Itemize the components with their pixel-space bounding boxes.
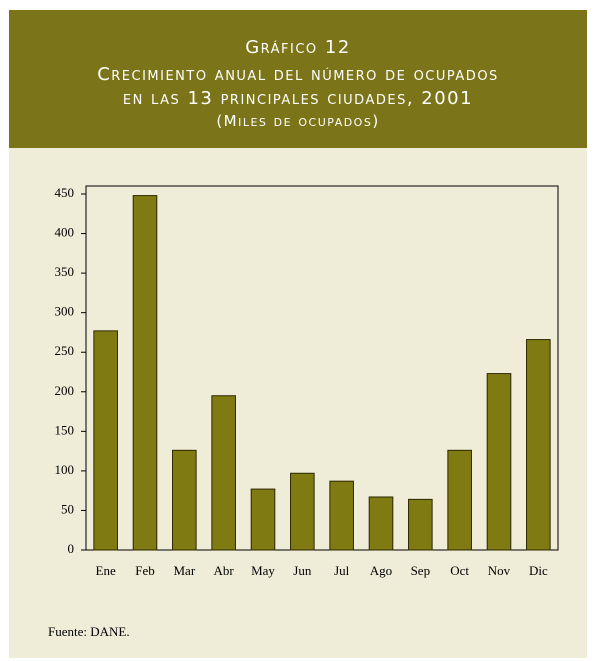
y-tick-label: 0 bbox=[68, 541, 75, 556]
x-tick-label: Dic bbox=[529, 563, 548, 578]
bar bbox=[250, 488, 276, 551]
x-tick-label: Oct bbox=[450, 563, 469, 578]
x-tick-label: Jun bbox=[293, 563, 312, 578]
x-tick-label: Nov bbox=[488, 563, 511, 578]
x-tick-label: May bbox=[251, 563, 275, 578]
y-tick-label: 50 bbox=[61, 501, 74, 516]
plot-frame bbox=[85, 185, 559, 551]
source-note: Fuente: DANE. bbox=[48, 624, 130, 639]
bar bbox=[408, 498, 433, 551]
y-tick-label: 450 bbox=[55, 185, 75, 200]
bar bbox=[368, 496, 394, 551]
x-tick-label: Mar bbox=[173, 563, 195, 578]
y-tick-label: 400 bbox=[55, 225, 75, 240]
y-tick-label: 300 bbox=[55, 304, 75, 319]
bar bbox=[290, 472, 315, 551]
x-tick-label: Jul bbox=[334, 563, 350, 578]
y-tick-label: 250 bbox=[55, 343, 75, 358]
x-tick-label: Ene bbox=[96, 563, 116, 578]
x-tick-label: Feb bbox=[135, 563, 155, 578]
unit-note: (Miles de ocupados) bbox=[216, 112, 379, 130]
bar bbox=[447, 449, 472, 551]
y-tick-label: 150 bbox=[55, 422, 75, 437]
bar bbox=[486, 373, 512, 551]
bar bbox=[329, 480, 354, 551]
x-tick-label: Abr bbox=[214, 563, 235, 578]
bar bbox=[132, 195, 158, 551]
header-band bbox=[9, 10, 587, 148]
bar bbox=[526, 339, 551, 551]
y-tick-label: 350 bbox=[55, 264, 75, 279]
chart-title: Gráfico 12 bbox=[245, 37, 351, 58]
x-tick-label: Ago bbox=[370, 563, 392, 578]
y-tick-label: 100 bbox=[55, 462, 75, 477]
y-tick-label: 200 bbox=[55, 383, 75, 398]
bar bbox=[93, 330, 118, 551]
bar bbox=[172, 449, 197, 551]
x-tick-label: Sep bbox=[411, 563, 431, 578]
chart-subtitle: Crecimiento anual del número de ocupados bbox=[97, 64, 499, 85]
bar bbox=[211, 395, 236, 551]
chart-subtitle: en las 13 principales ciudades, 2001 bbox=[123, 88, 473, 109]
